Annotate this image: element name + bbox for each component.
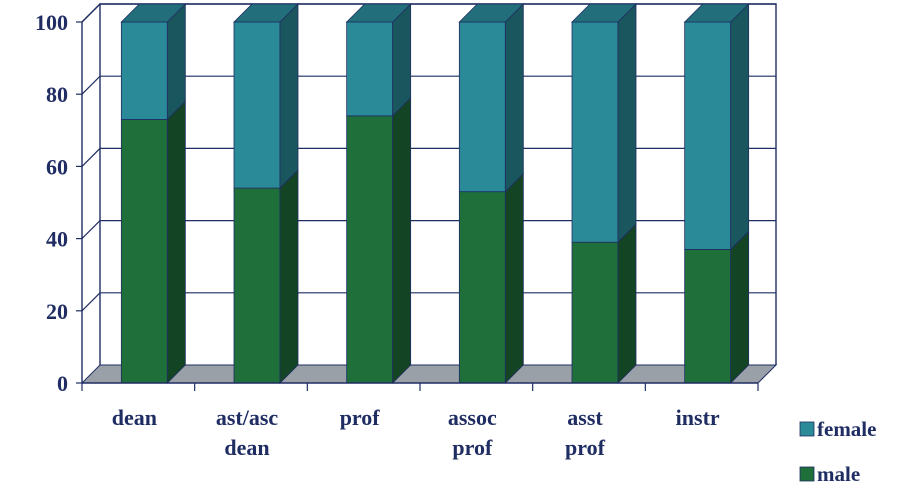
x-tick-label-3: assoc prof	[448, 405, 497, 460]
bar-female-1-front	[233, 21, 281, 189]
bar-male-3-side	[504, 172, 524, 384]
legend-label-male: male	[817, 462, 860, 486]
gridlines	[81, 3, 776, 312]
chart-floor	[80, 364, 778, 384]
bar-female-2-front	[346, 21, 394, 117]
x-tick-label-1: ast/asc dean	[216, 405, 279, 460]
x-tick-line-4-0: asst	[567, 405, 603, 430]
x-tick-line-0-0: dean	[112, 405, 157, 430]
gridline-100	[81, 3, 776, 23]
bar-female-1-top	[233, 3, 299, 23]
bar-male-3-front	[458, 191, 506, 384]
bar-male-1	[233, 169, 299, 384]
bar-female-3	[458, 3, 525, 193]
bar-female-5-front	[684, 21, 732, 250]
bar-male-2	[346, 96, 412, 384]
legend-swatch-male	[799, 466, 815, 482]
bar-male-2-side	[392, 96, 412, 384]
bar-female-1	[233, 3, 299, 190]
bar-female-5-side	[730, 3, 750, 251]
x-tick-line-1-0: ast/asc	[216, 405, 279, 430]
bar-female-3-front	[458, 21, 506, 193]
legend-swatch-female	[799, 421, 815, 437]
bar-male-3	[458, 172, 524, 384]
gridline-60	[81, 147, 776, 167]
bar-female-5	[683, 3, 750, 251]
x-tick-line-3-1: prof	[452, 435, 493, 460]
bar-female-2	[345, 3, 412, 117]
y-tick-label-40: 40	[46, 227, 68, 252]
bar-female-2-side	[392, 3, 412, 117]
bar-female-0	[120, 3, 187, 121]
x-tick-line-5-0: instr	[676, 405, 720, 430]
bar-male-5-side	[730, 230, 750, 384]
bar-male-0	[120, 100, 186, 384]
chart-walls	[81, 3, 777, 365]
y-tick-label-0: 0	[57, 371, 68, 396]
bar-male-5	[684, 230, 750, 384]
gridline-20	[81, 292, 776, 312]
y-tick-label-100: 100	[35, 10, 68, 35]
x-tick-label-2: prof	[340, 405, 381, 430]
bar-male-4-front	[571, 241, 619, 384]
y-tick-label-80: 80	[46, 82, 68, 107]
bar-female-0-top	[120, 3, 187, 23]
x-axis: dean ast/asc dean prof assoc prof asst prof inst…	[81, 382, 759, 460]
back-wall	[99, 3, 777, 365]
legend: female male	[799, 417, 876, 486]
bar-female-0-side	[166, 3, 186, 121]
x-tick-line-1-1: dean	[224, 435, 269, 460]
bar-male-4-side	[617, 223, 637, 384]
floor-plane	[80, 364, 778, 384]
x-tick-line-4-1: prof	[565, 435, 606, 460]
x-tick-label-4: asst prof	[565, 405, 606, 460]
y-axis: 0 20 40 60 80 100	[35, 10, 83, 396]
bar-female-0-front	[120, 21, 168, 120]
gridline-80	[81, 75, 776, 95]
bar-female-5-top	[683, 3, 750, 23]
y-tick-label-60: 60	[46, 154, 68, 179]
x-tick-line-3-0: assoc	[448, 405, 497, 430]
bar-female-2-top	[345, 3, 412, 23]
bar-male-5-front	[684, 249, 732, 384]
bar-male-0-side	[166, 100, 186, 384]
x-tick-label-0: dean	[112, 405, 157, 430]
bar-female-3-side	[504, 3, 524, 193]
bar-male-0-front	[120, 119, 168, 384]
x-tick-line-2-0: prof	[340, 405, 381, 430]
bar-female-4-front	[571, 21, 619, 243]
x-tick-label-5: instr	[676, 405, 720, 430]
gridline-40	[81, 220, 776, 240]
bar-female-3-top	[458, 3, 525, 23]
bar-male-1-front	[233, 187, 281, 384]
bar-male-4	[571, 223, 637, 384]
y-tick-label-20: 20	[46, 299, 68, 324]
bar-female-1-side	[279, 3, 299, 190]
bar-female-4-top	[571, 3, 637, 23]
bar-female-4-side	[617, 3, 637, 244]
bar-male-2-front	[346, 115, 394, 384]
legend-label-female: female	[817, 417, 876, 441]
bar-female-4	[571, 3, 637, 244]
bar-male-1-side	[279, 169, 299, 384]
bars	[120, 3, 750, 384]
